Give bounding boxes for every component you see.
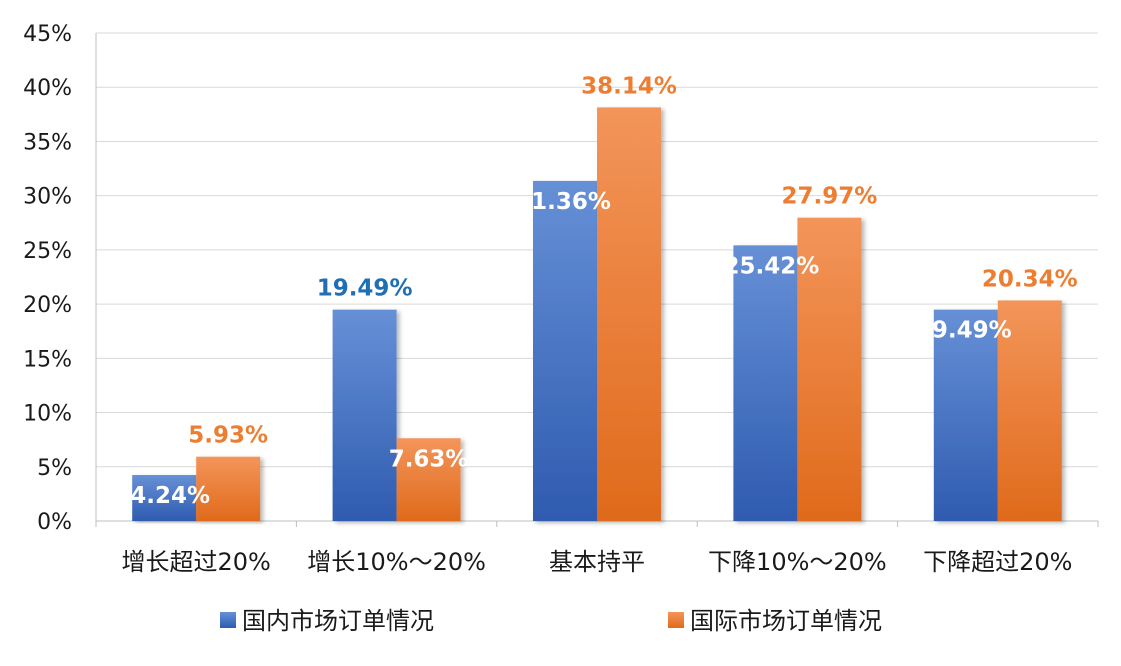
x-category-label: 基本持平 xyxy=(549,548,645,576)
data-label: 7.63% xyxy=(389,446,469,472)
x-category-label: 下降超过20% xyxy=(923,548,1072,576)
x-category-label: 下降10%～20% xyxy=(708,548,887,576)
bar-international xyxy=(597,107,661,522)
x-category-label: 增长10%～20% xyxy=(307,548,486,576)
y-tick-label: 25% xyxy=(23,239,72,264)
data-labels: 4.24% 5.93% 19.49% 7.63% 1.36% 38.14% 25.42% 27… xyxy=(130,73,1077,509)
axes: 0% 5% 10% 15% 20% 25% 30% 35% 40% 45% 增长超过20% 增长10%… xyxy=(23,22,1099,576)
legend-swatch xyxy=(220,612,236,628)
legend-swatch xyxy=(668,612,684,628)
data-label: 4.24% xyxy=(130,483,210,509)
bar-international xyxy=(396,438,461,521)
bar-international xyxy=(196,456,261,521)
y-tick-label: 5% xyxy=(37,456,72,481)
bars xyxy=(132,107,1062,522)
data-label: 9.49% xyxy=(932,318,1012,344)
y-tick-label: 0% xyxy=(37,510,72,535)
y-tick-label: 35% xyxy=(23,130,72,155)
bar-domestic xyxy=(733,245,798,521)
x-category-label: 增长超过20% xyxy=(122,548,271,576)
data-label: 19.49% xyxy=(317,276,413,302)
bar-international xyxy=(797,217,862,521)
y-tick-label: 40% xyxy=(23,76,72,101)
y-tick-label: 10% xyxy=(23,402,72,427)
legend-label: 国际市场订单情况 xyxy=(690,607,882,635)
data-label: 25.42% xyxy=(724,253,820,279)
bar-domestic xyxy=(332,309,397,521)
bar-international xyxy=(997,300,1062,521)
data-label: 20.34% xyxy=(982,266,1078,292)
legend-label: 国内市场订单情况 xyxy=(242,607,434,635)
bar-domestic xyxy=(933,309,998,521)
y-tick-label: 20% xyxy=(23,293,72,318)
y-tick-label: 15% xyxy=(23,347,72,372)
y-tick-label: 45% xyxy=(23,22,72,47)
legend: 国内市场订单情况 国际市场订单情况 xyxy=(220,607,882,635)
bar-domestic xyxy=(533,180,597,522)
data-label: 27.97% xyxy=(782,184,878,210)
bar-domestic xyxy=(132,475,197,521)
y-tick-label: 30% xyxy=(23,185,72,210)
data-label: 38.14% xyxy=(581,73,677,99)
data-label: 5.93% xyxy=(188,423,268,449)
data-label: 1.36% xyxy=(531,189,611,215)
